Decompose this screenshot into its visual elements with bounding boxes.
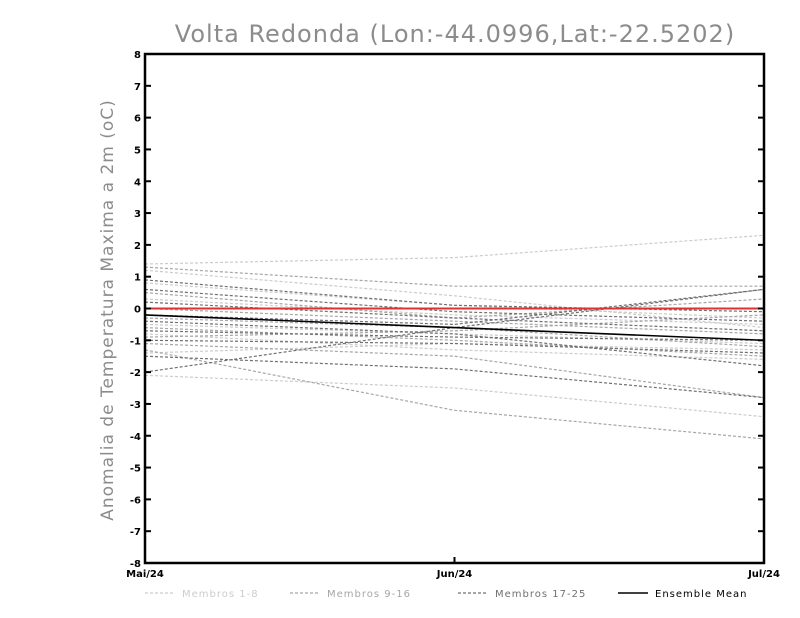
series-line-7 (144, 342, 765, 354)
series-line-11 (144, 307, 765, 335)
series-line-21 (144, 330, 765, 341)
legend: Membros 1-8 Membros 9-16 Membros 17-25 Ense… (145, 589, 747, 600)
y-tick-label: -2 (130, 368, 141, 379)
y-axis: -8 -7 -6 -5 -4 -3 -2 -1 0 1 2 3 4 5 6 7 8 (130, 50, 764, 570)
series-line-16 (144, 314, 765, 338)
series-line-10 (144, 292, 765, 319)
y-tick-label: 8 (134, 50, 141, 61)
y-tick-label: 0 (134, 305, 141, 316)
legend-label: Membros 1-8 (182, 589, 259, 600)
y-tick-label: -5 (130, 464, 141, 475)
series-line-6 (144, 333, 765, 360)
y-tick-label: 4 (134, 177, 141, 188)
legend-label: Ensemble Mean (655, 589, 747, 600)
series-line-4 (144, 298, 765, 325)
series-line-15 (144, 349, 765, 440)
y-tick-label: -8 (130, 559, 141, 570)
series-line-18 (144, 288, 765, 322)
x-axis: Mai/24 Jun/24 Jul/24 (126, 557, 780, 580)
y-tick-label: 6 (134, 114, 141, 125)
ensemble-mean-line (144, 314, 765, 342)
y-tick-label: -7 (130, 527, 141, 538)
series-line-23 (144, 355, 765, 399)
y-tick-label: 1 (134, 273, 141, 284)
x-tick-label: Jul/24 (747, 569, 780, 580)
y-axis-label: Anomalia de Temperatura Maxima a 2m (oC) (98, 99, 118, 521)
series-line-25 (144, 320, 765, 367)
x-tick-label: Mai/24 (126, 569, 164, 580)
plot-area (143, 52, 766, 565)
y-tick-label: -6 (130, 495, 141, 506)
y-tick-label: -3 (130, 400, 141, 411)
y-tick-label: 7 (134, 82, 141, 93)
series-line-9 (144, 266, 764, 287)
y-tick-label: 2 (134, 241, 141, 252)
series-line-20 (144, 288, 765, 326)
series-line-12 (144, 317, 765, 348)
y-tick-label: -4 (130, 432, 141, 443)
y-tick-label: 3 (134, 209, 141, 220)
series-line-2 (144, 269, 765, 329)
y-tick-label: 5 (134, 145, 141, 156)
series-layer (144, 234, 765, 440)
series-line-19 (144, 301, 765, 332)
y-tick-label: -1 (130, 336, 141, 347)
series-line-1 (144, 234, 765, 265)
legend-label: Membros 17-25 (495, 589, 586, 600)
x-tick-label: Jun/24 (436, 569, 473, 580)
series-line-13 (144, 327, 765, 357)
series-line-8 (144, 374, 765, 418)
series-line-22 (144, 339, 765, 354)
legend-label: Membros 9-16 (327, 589, 411, 600)
chart-title: Volta Redonda (Lon:-44.0996,Lat:-22.5202… (175, 20, 735, 48)
series-line-17 (144, 279, 765, 313)
series-line-14 (144, 342, 765, 399)
